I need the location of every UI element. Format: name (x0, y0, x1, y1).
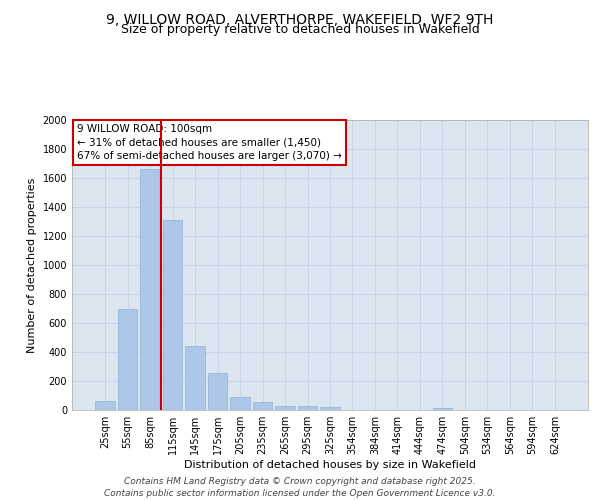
Bar (298, 406, 317, 410)
Bar (95, 400, 115, 410)
Text: 9 WILLOW ROAD: 100sqm
← 31% of detached houses are smaller (1,450)
67% of semi-d: 9 WILLOW ROAD: 100sqm ← 31% of detached … (77, 124, 342, 161)
Bar (208, 373, 227, 410)
Text: 9, WILLOW ROAD, ALVERTHORPE, WAKEFIELD, WF2 9TH: 9, WILLOW ROAD, ALVERTHORPE, WAKEFIELD, … (106, 12, 494, 26)
Text: Contains HM Land Registry data © Crown copyright and database right 2025.
Contai: Contains HM Land Registry data © Crown c… (104, 476, 496, 498)
Bar (163, 220, 182, 410)
Bar (253, 402, 272, 410)
X-axis label: Distribution of detached houses by size in Wakefield: Distribution of detached houses by size … (184, 460, 476, 470)
Text: Size of property relative to detached houses in Wakefield: Size of property relative to detached ho… (121, 22, 479, 36)
Bar (433, 408, 452, 410)
Bar (140, 170, 160, 410)
Y-axis label: Number of detached properties: Number of detached properties (27, 178, 37, 352)
Bar (230, 397, 250, 410)
Bar (275, 406, 295, 410)
Bar (185, 346, 205, 410)
Bar (118, 308, 137, 410)
Bar (320, 407, 340, 410)
